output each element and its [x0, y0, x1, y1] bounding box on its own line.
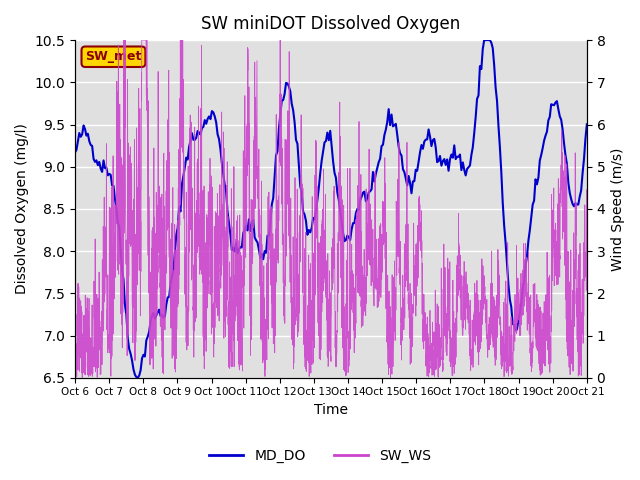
X-axis label: Time: Time — [314, 403, 348, 417]
Y-axis label: Dissolved Oxygen (mg/l): Dissolved Oxygen (mg/l) — [15, 123, 29, 294]
Y-axis label: Wind Speed (m/s): Wind Speed (m/s) — [611, 147, 625, 271]
Legend: MD_DO, SW_WS: MD_DO, SW_WS — [203, 443, 437, 468]
Title: SW miniDOT Dissolved Oxygen: SW miniDOT Dissolved Oxygen — [202, 15, 461, 33]
Text: SW_met: SW_met — [85, 50, 141, 63]
